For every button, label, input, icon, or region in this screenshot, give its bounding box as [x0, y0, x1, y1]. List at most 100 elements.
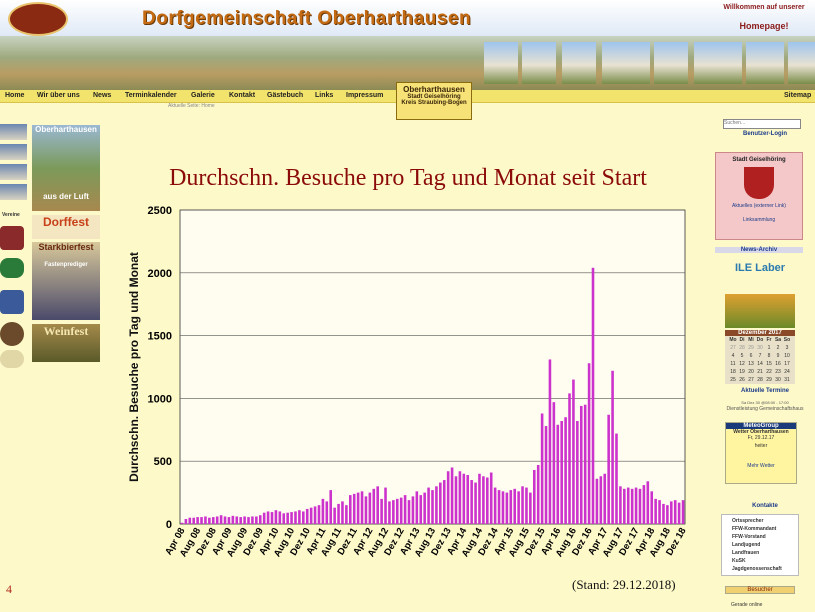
photo — [694, 42, 742, 84]
photo — [562, 42, 596, 84]
weather-place: Wetter Oberharthausen — [733, 429, 789, 435]
bar — [305, 508, 309, 524]
bar — [395, 498, 399, 524]
bar — [215, 516, 219, 524]
calendar-date: 6 — [749, 353, 753, 359]
bar — [274, 510, 278, 524]
bar — [188, 517, 192, 524]
bar — [235, 516, 239, 524]
bar — [435, 486, 438, 524]
ile-logo[interactable]: ILE Laber — [734, 262, 786, 274]
archive-link[interactable]: News-Archiv — [715, 247, 803, 253]
bar — [513, 488, 517, 524]
bar — [673, 500, 677, 524]
contact-link: KuSK — [732, 558, 746, 564]
bar — [662, 503, 665, 524]
bar — [211, 517, 215, 524]
tile[interactable]: Starkbierfest Fastenprediger — [32, 242, 100, 320]
thumb[interactable] — [0, 184, 27, 200]
photo — [746, 42, 784, 84]
bar — [615, 433, 618, 524]
club-icon[interactable] — [0, 350, 24, 368]
club-icon[interactable] — [0, 258, 24, 278]
bar — [345, 505, 348, 524]
bar — [532, 469, 536, 524]
bar — [493, 487, 497, 524]
bar — [536, 464, 540, 524]
weather-box[interactable]: MeteoGroup Wetter Oberharthausen Fr, 29.… — [725, 422, 797, 484]
calendar-date: 29 — [766, 377, 772, 383]
photo — [484, 42, 518, 84]
photo — [654, 42, 688, 84]
bar — [200, 517, 203, 524]
nav-link[interactable]: Kontakt — [229, 92, 256, 99]
bar — [180, 522, 184, 524]
bar — [439, 482, 442, 524]
club-icon[interactable] — [0, 226, 24, 250]
calendar-date: 14 — [757, 361, 763, 367]
bar — [317, 505, 321, 524]
bar — [247, 517, 250, 524]
calendar-date: 11 — [730, 361, 736, 367]
thumb[interactable] — [0, 144, 27, 160]
nav-link[interactable]: Wir über uns — [37, 92, 80, 99]
login-link[interactable]: Benutzer-Login — [743, 131, 787, 137]
club-icon[interactable] — [0, 290, 24, 314]
tile[interactable]: Oberharthausen aus der Luft — [32, 125, 100, 211]
thumb[interactable] — [0, 124, 27, 140]
nav-link[interactable]: Galerie — [191, 92, 215, 99]
events-title: Aktuelle Termine — [741, 388, 789, 394]
nav-link[interactable]: Home — [5, 92, 25, 99]
bar — [478, 473, 481, 524]
calendar-month: Dezember 2017 — [725, 330, 795, 336]
bar — [415, 491, 419, 524]
flower-image — [725, 294, 795, 328]
thumb[interactable] — [0, 164, 27, 180]
breadcrumb: Aktuelle Seite: Home — [168, 103, 215, 109]
event[interactable]: Sa Dez 30 @08:00 - 17:00 — [741, 400, 789, 405]
calendar-day: Fr — [766, 337, 772, 343]
calendar-date: 26 — [739, 377, 745, 383]
tile[interactable]: Dorffest — [32, 215, 100, 239]
nav-link[interactable]: Links — [315, 92, 334, 99]
calendar-date: 5 — [740, 353, 744, 359]
nav-link[interactable]: Terminkalender — [125, 92, 177, 99]
calendar-date: 28 — [757, 377, 763, 383]
bar — [454, 476, 458, 524]
bar — [380, 498, 383, 524]
bar — [666, 505, 669, 524]
event-text[interactable]: Dienstleistung Gemeinschaftshaus — [726, 406, 804, 412]
bar — [626, 487, 630, 524]
bar — [258, 515, 262, 524]
calendar-date: 7 — [758, 353, 762, 359]
bar — [599, 476, 603, 524]
bar — [392, 500, 395, 524]
logo[interactable] — [8, 2, 68, 36]
plot-area — [179, 209, 686, 525]
bar — [223, 516, 227, 524]
bar — [364, 496, 368, 524]
club-icon[interactable] — [0, 322, 24, 346]
photo — [602, 42, 650, 84]
page-number: 4 — [6, 582, 12, 596]
bar — [262, 512, 266, 524]
right-column: Suchen... Benutzer-Login Stadt Geiselhör… — [715, 112, 815, 612]
location-city: Stadt Geiselhöring — [407, 94, 461, 100]
weather-condition: heiter — [754, 443, 768, 449]
nav-link[interactable]: Sitemap — [784, 92, 812, 99]
bar — [399, 497, 403, 524]
nav-link[interactable]: Impressum — [346, 92, 384, 99]
bar — [302, 511, 305, 524]
search-box[interactable]: Suchen... — [723, 119, 801, 129]
nav-link[interactable]: News — [93, 92, 112, 99]
calendar-date: 25 — [730, 377, 736, 383]
bar — [290, 512, 293, 524]
city-box[interactable]: Stadt Geiselhöring Aktuelles (externer L… — [715, 152, 803, 240]
tile[interactable]: Weinfest — [32, 324, 100, 362]
calendar-date: 28 — [739, 345, 745, 351]
bar — [204, 516, 207, 524]
nav-link[interactable]: Gästebuch — [267, 92, 304, 99]
bar — [403, 495, 407, 524]
bar — [442, 480, 446, 524]
bar — [356, 492, 360, 524]
